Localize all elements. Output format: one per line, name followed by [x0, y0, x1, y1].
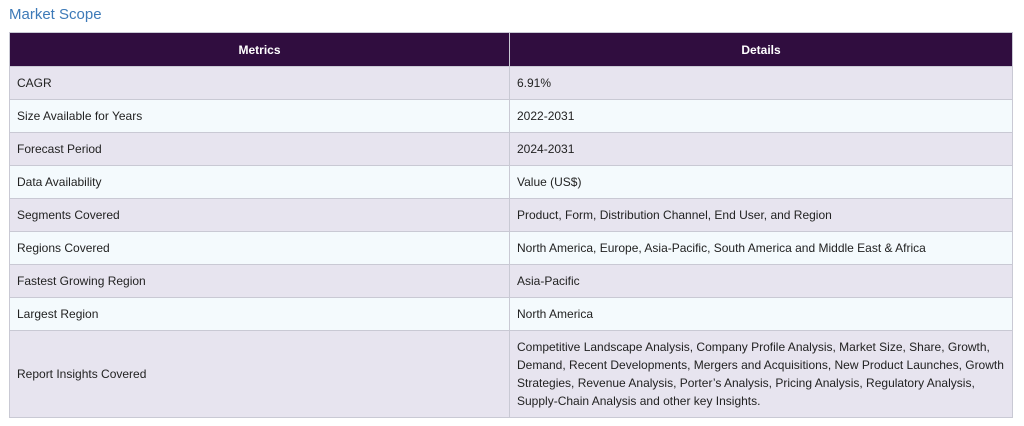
detail-cell: North America: [509, 297, 1013, 331]
metric-cell: Report Insights Covered: [9, 330, 510, 418]
table-row: CAGR 6.91%: [9, 66, 1013, 100]
metric-cell: Size Available for Years: [9, 99, 510, 133]
table-header-row: Metrics Details: [9, 32, 1013, 67]
detail-cell: Asia-Pacific: [509, 264, 1013, 298]
header-details: Details: [509, 32, 1013, 67]
detail-cell: Product, Form, Distribution Channel, End…: [509, 198, 1013, 232]
detail-cell: 2024-2031: [509, 132, 1013, 166]
table-row: Size Available for Years 2022-2031: [9, 99, 1013, 133]
detail-cell: Competitive Landscape Analysis, Company …: [509, 330, 1013, 418]
table-row: Data Availability Value (US$): [9, 165, 1013, 199]
detail-cell: 2022-2031: [509, 99, 1013, 133]
metric-cell: Largest Region: [9, 297, 510, 331]
table-row: Segments Covered Product, Form, Distribu…: [9, 198, 1013, 232]
header-metrics: Metrics: [9, 32, 510, 67]
table-row: Report Insights Covered Competitive Land…: [9, 330, 1013, 418]
detail-cell: North America, Europe, Asia-Pacific, Sou…: [509, 231, 1013, 265]
table-row: Regions Covered North America, Europe, A…: [9, 231, 1013, 265]
table-row: Largest Region North America: [9, 297, 1013, 331]
detail-cell: 6.91%: [509, 66, 1013, 100]
metric-cell: Fastest Growing Region: [9, 264, 510, 298]
metric-cell: Regions Covered: [9, 231, 510, 265]
table-row: Forecast Period 2024-2031: [9, 132, 1013, 166]
market-scope-table: Metrics Details CAGR 6.91% Size Availabl…: [9, 32, 1013, 418]
detail-cell: Value (US$): [509, 165, 1013, 199]
table-row: Fastest Growing Region Asia-Pacific: [9, 264, 1013, 298]
metric-cell: Forecast Period: [9, 132, 510, 166]
metric-cell: CAGR: [9, 66, 510, 100]
section-title: Market Scope: [9, 6, 102, 23]
metric-cell: Segments Covered: [9, 198, 510, 232]
metric-cell: Data Availability: [9, 165, 510, 199]
